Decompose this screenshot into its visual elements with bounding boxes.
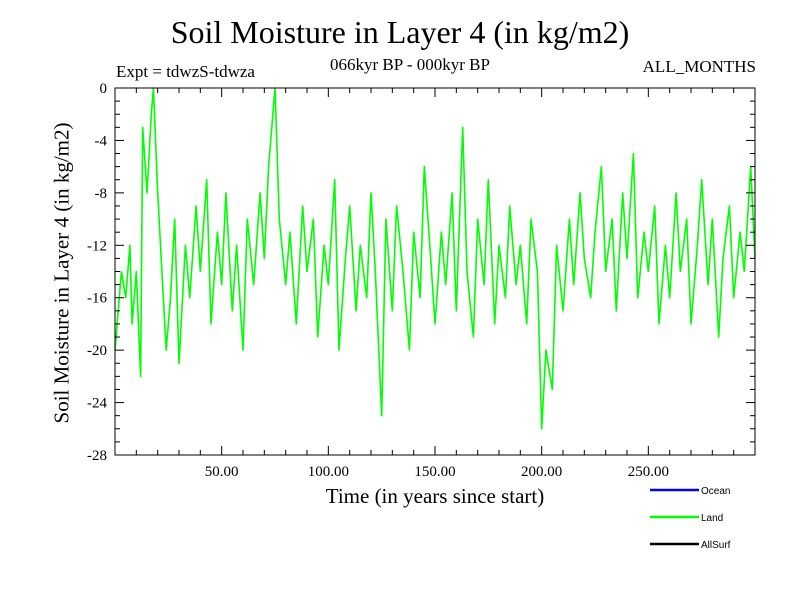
x-tick-label: 50.00 — [205, 464, 239, 480]
chart-title: Soil Moisture in Layer 4 (in kg/m2) — [170, 14, 630, 50]
y-tick-label: -4 — [95, 133, 108, 149]
y-tick-label: 0 — [100, 81, 108, 97]
legend: Ocean Land AllSurf — [650, 486, 731, 551]
months-label: ALL_MONTHS — [642, 57, 756, 76]
legend-label-land: Land — [701, 513, 723, 524]
legend-label-allsurf: AllSurf — [701, 540, 731, 551]
y-tick-label: -28 — [87, 448, 107, 464]
plot-frame — [114, 87, 756, 456]
legend-label-ocean: Ocean — [701, 486, 730, 497]
axis-layer: 50.00 100.00 150.00 200.00 250.00 0 -4 -8 -12 -16… — [87, 81, 756, 480]
x-tick-label: 250.00 — [628, 464, 669, 480]
x-tick-label: 200.00 — [521, 464, 562, 480]
y-tick-label: -16 — [87, 291, 107, 307]
y-tick-label: -24 — [87, 396, 107, 412]
y-tick-label: -12 — [87, 238, 107, 254]
x-tick-label: 100.00 — [308, 464, 349, 480]
y-tick-label: -20 — [87, 343, 107, 359]
y-tick-label: -8 — [95, 186, 108, 202]
series-line-land — [114, 87, 756, 430]
period-label: 066kyr BP - 000kyr BP — [330, 55, 490, 74]
x-tick-label: 150.00 — [414, 464, 455, 480]
experiment-label: Expt = tdwzS-tdwza — [116, 62, 255, 81]
series-layer — [114, 87, 756, 430]
x-axis-title: Time (in years since start) — [325, 484, 545, 508]
